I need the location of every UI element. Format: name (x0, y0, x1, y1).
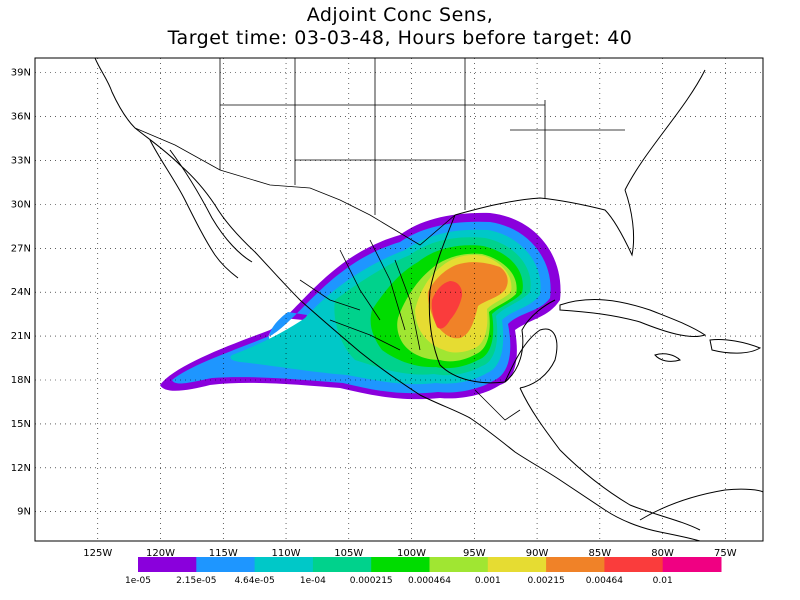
lat-label: 30N (11, 199, 31, 210)
lat-label: 15N (11, 419, 31, 430)
lat-label: 27N (11, 243, 31, 254)
colorbar-label: 4.64e-05 (234, 576, 274, 586)
lat-label: 12N (11, 463, 31, 474)
colorbar-label: 0.00464 (586, 576, 623, 586)
contour-level-9 (431, 281, 463, 329)
mexico-state-lines (299, 239, 421, 351)
colorbar-label: 0.00215 (527, 576, 564, 586)
colorbar-swatch (254, 557, 314, 572)
lon-label: 105W (334, 548, 363, 559)
colorbar-swatch (662, 557, 722, 572)
guatemala-border (474, 389, 521, 421)
colorbar-label: 1e-05 (125, 576, 151, 586)
hispaniola (709, 339, 762, 354)
colorbar-swatch (429, 557, 489, 572)
colorbar-swatch (371, 557, 430, 572)
gulf-coast-mexico (428, 214, 556, 384)
sensitivity-plume (160, 212, 561, 400)
colorbar-label: 0.000215 (350, 576, 393, 586)
colorbar-swatch (138, 557, 197, 572)
gulf-of-california (169, 149, 253, 263)
colorbar-label: 1e-04 (300, 576, 326, 586)
lon-label: 125W (83, 548, 112, 559)
colorbar-label: 2.15e-05 (176, 576, 216, 586)
lat-label: 39N (11, 68, 31, 79)
lat-label: 21N (11, 331, 31, 342)
lat-label: 9N (17, 507, 31, 518)
colorbar-swatch (196, 557, 256, 572)
political-borders (95, 58, 760, 421)
lat-label: 18N (11, 375, 31, 386)
figure-title: Adjoint Conc Sens, Target time: 03-03-48… (0, 4, 800, 50)
pacific-coast (94, 58, 701, 541)
colorbar-swatch (546, 557, 605, 572)
lon-label: 120W (146, 548, 175, 559)
lon-label: 75W (714, 548, 737, 559)
lon-label: 110W (272, 548, 301, 559)
colorbar-labels: 1e-05 2.15e-05 4.64e-05 1e-04 0.000215 0.0004… (125, 576, 673, 586)
lon-label: 85W (589, 548, 612, 559)
map-frame (34, 57, 764, 542)
cuba (559, 299, 707, 338)
central-america (519, 387, 701, 531)
us-gulf-coast (454, 189, 635, 257)
coastlines (94, 58, 763, 541)
lon-label: 95W (463, 548, 486, 559)
map-grid (35, 58, 763, 541)
south-america-coast (639, 488, 763, 521)
us-east-coast (624, 69, 706, 191)
colorbar-label: 0.000464 (408, 576, 451, 586)
longitude-labels: 125W 120W 115W 110W 105W 100W 95W 90W 85W 80W 75W (83, 548, 736, 559)
lat-label: 24N (11, 287, 31, 298)
jamaica (654, 353, 681, 362)
lon-label: 80W (651, 548, 674, 559)
lat-label: 36N (11, 112, 31, 123)
colorbar-label: 0.01 (653, 576, 673, 586)
title-line-2: Target time: 03-03-48, Hours before targ… (167, 27, 633, 49)
us-mexico-border (134, 127, 456, 246)
yucatan (504, 328, 558, 389)
colorbar-swatch (487, 557, 547, 572)
colorbar-swatch (604, 557, 664, 572)
colorbar-label: 0.001 (475, 576, 501, 586)
lat-label: 33N (11, 155, 31, 166)
lon-label: 115W (209, 548, 238, 559)
baja-peninsula (149, 139, 239, 279)
latitude-labels: 39N 36N 33N 30N 27N 24N 21N 18N 15N 12N 9N (11, 68, 31, 518)
colorbar (138, 557, 722, 572)
lon-label: 90W (526, 548, 549, 559)
lon-label: 100W (397, 548, 426, 559)
colorbar-swatch (312, 557, 372, 572)
title-line-1: Adjoint Conc Sens, (306, 4, 494, 26)
